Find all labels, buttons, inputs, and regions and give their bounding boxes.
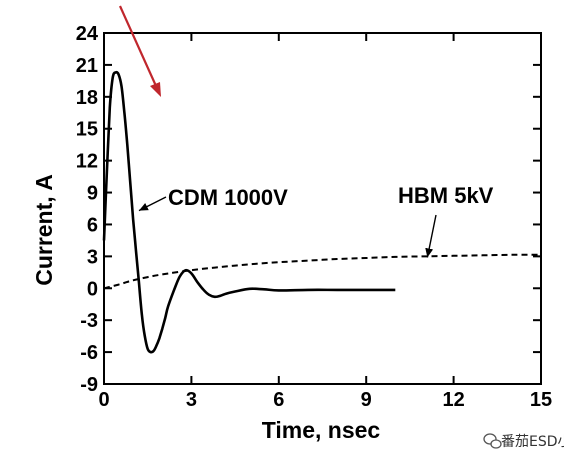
axis-layer: -9 -6 -3 0 3 6 9 12 15 18 21 24 0 3 6 9 12 15 xyxy=(76,23,552,411)
x-tick-label: 9 xyxy=(361,389,372,411)
y-tick-label: -3 xyxy=(80,310,98,332)
x-tick-label: 15 xyxy=(530,389,552,411)
annotation-label: HBM 5kV xyxy=(398,183,494,208)
x-tick-label: 0 xyxy=(98,389,109,411)
x-axis-label: Time, nsec xyxy=(262,417,381,443)
annotation-arrow xyxy=(138,196,167,212)
annotation-arrow xyxy=(425,214,437,258)
wechat-icon xyxy=(483,433,502,449)
y-tick-label: 0 xyxy=(87,278,98,300)
y-tick-label: -6 xyxy=(80,342,98,364)
y-axis-label: Current, A xyxy=(31,174,57,286)
y-tick-label: 9 xyxy=(87,183,98,205)
red-pointer-arrow xyxy=(118,5,161,97)
series-line-cdm xyxy=(102,70,396,354)
y-tick-label: 24 xyxy=(76,23,99,45)
x-tick-label: 6 xyxy=(273,389,284,411)
x-tick-label: 3 xyxy=(186,389,197,411)
y-tick-label: 15 xyxy=(76,119,98,141)
watermark-text: 番茄ESD小 xyxy=(501,433,564,450)
annotation-layer: CDM 1000V HBM 5kV xyxy=(138,183,494,258)
x-tick-label: 12 xyxy=(442,389,464,411)
plot-frame xyxy=(103,32,542,385)
y-tick-label: 3 xyxy=(87,246,98,268)
y-tick-label: -9 xyxy=(80,374,98,396)
y-tick-label: 18 xyxy=(76,87,98,109)
y-tick-label: 21 xyxy=(76,55,98,77)
plot-area xyxy=(103,32,542,385)
series-line-hbm xyxy=(103,253,542,290)
series-layer xyxy=(102,70,542,354)
annotation-label: CDM 1000V xyxy=(168,185,288,210)
y-tick-label: 12 xyxy=(76,151,98,173)
y-tick-label: 6 xyxy=(87,214,98,236)
watermark: 番茄ESD小 xyxy=(483,433,564,450)
